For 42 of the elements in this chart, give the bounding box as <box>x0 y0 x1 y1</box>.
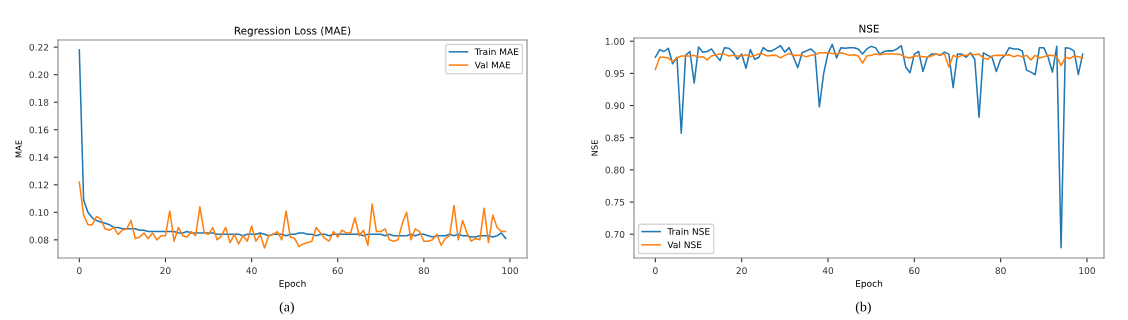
legend-label: Val NSE <box>667 241 702 249</box>
chart-title: Regression Loss (MAE) <box>234 26 351 37</box>
y-tick-label: 0.08 <box>29 236 49 244</box>
x-tick-label: 0 <box>77 267 82 275</box>
x-tick-label: 40 <box>246 267 257 275</box>
x-tick-label: 60 <box>332 267 343 275</box>
y-tick-label: 0.16 <box>29 126 49 134</box>
y-axis-title: MAE <box>15 140 22 158</box>
x-tick-label: 60 <box>909 267 920 275</box>
x-tick-label: 40 <box>822 267 834 275</box>
legend-label: Val MAE <box>474 61 511 69</box>
x-axis-title: Epoch <box>856 279 883 289</box>
y-tick-label: 0.70 <box>605 230 625 238</box>
y-tick-label: 0.95 <box>605 70 625 77</box>
x-tick-label: 100 <box>502 267 518 275</box>
y-tick-label: 0.90 <box>605 102 625 110</box>
y-tick-label: 0.80 <box>605 166 625 174</box>
x-tick-label: 20 <box>160 267 171 275</box>
x-tick-label: 100 <box>1079 267 1095 275</box>
y-tick-label: 0.12 <box>29 181 49 189</box>
x-tick-label: 20 <box>736 267 747 275</box>
chart-title: NSE <box>859 24 879 33</box>
y-tick-label: 0.18 <box>29 98 49 106</box>
text: (a) <box>279 301 294 315</box>
legend-label: Train NSE <box>667 227 710 235</box>
y-tick-label: 0.14 <box>29 153 49 161</box>
text: (b) <box>855 301 871 315</box>
legend-label: Train MAE <box>474 48 519 56</box>
x-tick-label: 0 <box>653 267 658 275</box>
y-axis-title: NSE <box>591 140 598 156</box>
y-tick-label: 0.85 <box>605 134 625 142</box>
line-series <box>654 52 1084 71</box>
y-tick-label: 1.00 <box>605 37 625 45</box>
line-series <box>78 181 507 249</box>
y-tick-label: 0.22 <box>29 43 49 51</box>
y-tick-label: 0.20 <box>29 71 49 79</box>
y-tick-label: 0.10 <box>29 209 49 216</box>
x-axis-title: Epoch <box>279 279 306 289</box>
line-series <box>654 43 1084 249</box>
y-tick-label: 0.75 <box>605 198 625 206</box>
x-tick-label: 80 <box>418 267 429 275</box>
x-tick-label: 80 <box>995 267 1006 275</box>
